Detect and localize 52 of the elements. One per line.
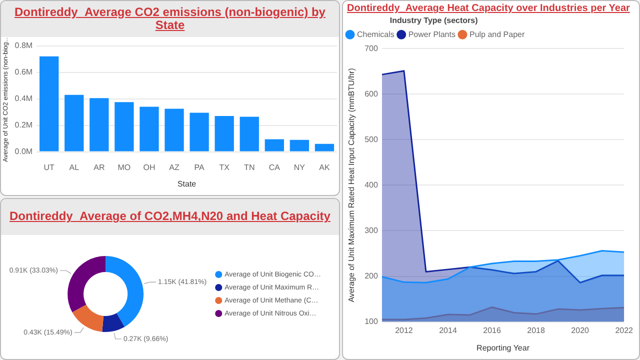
x-tick-label: 2020 [571,326,590,335]
x-tick-label: NY [294,162,306,172]
y-tick-label: 700 [364,44,378,53]
y-axis-title: Average of Unit Maximum Rated Heat Input Capacity (mmBTU/hr) [347,68,356,302]
x-tick-label: 2022 [615,326,634,335]
y-tick-label: 0.4M [14,94,33,104]
x-tick-label: AZ [169,162,180,172]
y-tick-label: 200 [364,271,378,280]
y-tick-label: 500 [364,134,378,144]
legend-label: Power Plants [408,30,456,39]
chart-title: Dontireddy_Average Heat Capacity over Industries per Year [347,3,630,14]
y-tick-label: 600 [364,89,378,98]
x-tick-label: AK [319,162,330,172]
chart-title: Dontireddy_Average of CO2,MH4,N20 and Heat Capacity [10,209,330,224]
y-tick-label: 0.6M [14,68,33,77]
y-tick-label: 0.8M [14,41,33,50]
x-axis-title: Reporting Year [476,343,530,352]
legend-title: Industry Type (sectors) [390,16,478,26]
y-tick-label: 0.0M [14,147,33,156]
y-tick-label: 0.2M [14,120,33,130]
y-tick-label: 300 [364,226,378,235]
x-tick-label: OH [143,162,156,172]
y-tick-label: 100 [364,317,378,326]
x-tick-label: PA [194,162,206,172]
chart-title: Dontireddy_Average CO2 emissions (non-biogenic) by State [14,4,326,32]
x-tick-label: 2014 [439,326,458,335]
x-tick-label: 2016 [483,326,502,335]
bar [90,98,109,152]
x-tick-label: TN [244,162,255,172]
bar [290,140,310,152]
bar [214,116,234,152]
x-tick-label: 2012 [395,326,414,335]
bar [40,56,59,152]
bar [114,102,134,152]
x-tick-label: TX [219,162,230,172]
bar [190,112,209,152]
x-tick-label: AR [94,162,105,172]
bar [240,116,259,152]
bar [264,139,284,152]
x-tick-label: AL [69,162,80,172]
bar [64,94,84,152]
x-tick-label: CA [268,162,281,172]
bar [164,108,184,152]
x-tick-label: 2018 [527,326,546,335]
legend-label: Pulp and Paper [469,30,525,39]
bar [140,106,159,152]
y-tick-label: 400 [364,180,378,190]
x-axis-title: State [177,179,197,188]
x-tick-label: UT [44,162,55,172]
x-tick-label: MO [118,162,131,172]
bar [314,144,334,152]
legend-label: Chemicals [357,30,394,39]
